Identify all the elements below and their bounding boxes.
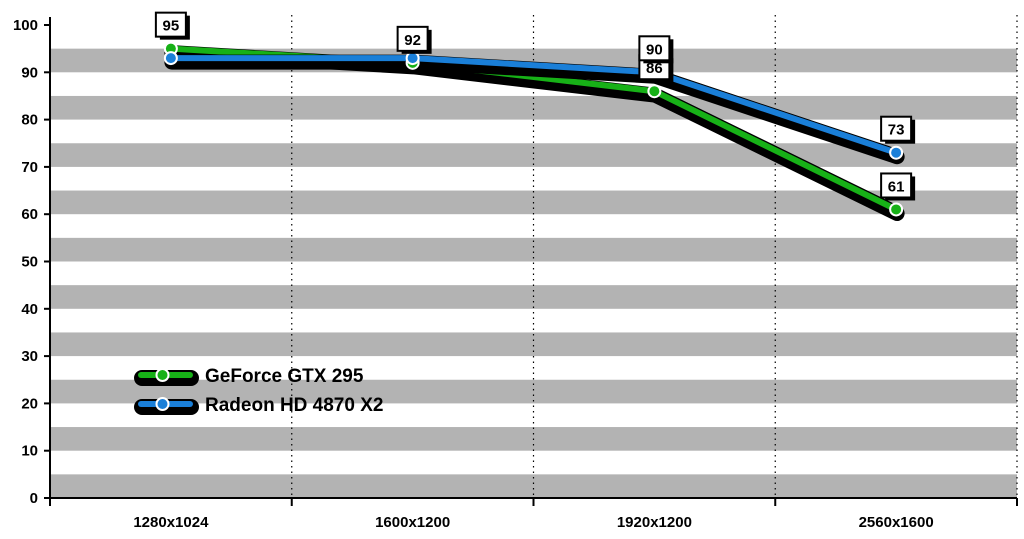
plot-bands xyxy=(50,48,1017,498)
data-labels: 95 92 86 61 90 73 xyxy=(154,11,916,201)
legend: GeForce GTX 295 Radeon HD 4870 X2 xyxy=(134,366,383,416)
y-tick-label: 40 xyxy=(21,301,38,318)
y-tick-label: 60 xyxy=(21,206,38,223)
data-point xyxy=(647,84,662,99)
y-axis-ticks: 0 10 20 30 40 50 60 70 80 90 100 xyxy=(13,17,50,507)
grid-band xyxy=(50,95,1017,120)
y-tick-label: 100 xyxy=(13,17,38,34)
x-tick-label: 1920x1200 xyxy=(617,514,692,531)
data-label: 92 xyxy=(404,32,421,49)
y-tick-label: 30 xyxy=(21,348,38,365)
series-shadow-1 xyxy=(164,54,905,165)
grid-band xyxy=(50,379,1017,404)
legend-swatch-marker xyxy=(155,368,170,382)
x-tick-label: 1600x1200 xyxy=(375,514,450,531)
data-point xyxy=(889,145,904,160)
data-point xyxy=(163,51,178,66)
data-label-box xyxy=(396,25,429,52)
grid-band xyxy=(50,474,1017,498)
y-tick-label: 90 xyxy=(21,64,38,81)
y-tick-label: 10 xyxy=(21,443,38,460)
y-tick-label: 50 xyxy=(21,254,38,271)
data-label-box xyxy=(880,172,913,199)
y-tick-label: 0 xyxy=(30,490,38,507)
series-layer xyxy=(163,41,905,221)
x-tick-label: 2560x1600 xyxy=(859,514,934,531)
data-label-box xyxy=(880,115,913,142)
legend-label: GeForce GTX 295 xyxy=(205,366,364,387)
x-tick-label: 1280x1024 xyxy=(133,514,209,531)
grid-band xyxy=(50,332,1017,357)
data-point xyxy=(889,202,904,217)
data-label-box xyxy=(154,11,187,38)
y-tick-label: 20 xyxy=(21,395,38,412)
data-point xyxy=(405,51,420,66)
data-label: 90 xyxy=(646,41,663,58)
series-line-1 xyxy=(167,55,900,156)
x-axis-ticks: 1280x1024 1600x1200 1920x1200 2560x1600 xyxy=(49,498,1018,531)
data-label: 95 xyxy=(163,18,180,35)
y-tick-label: 80 xyxy=(21,112,38,129)
data-label: 61 xyxy=(888,178,905,195)
data-label-box xyxy=(638,35,671,62)
y-tick-label: 70 xyxy=(21,159,38,176)
data-label: 86 xyxy=(646,60,663,77)
legend-swatch-marker xyxy=(155,397,170,411)
grid-band xyxy=(50,237,1017,262)
data-label: 73 xyxy=(888,122,905,139)
legend-label: Radeon HD 4870 X2 xyxy=(205,395,383,416)
vertical-gridlines xyxy=(291,15,1018,498)
